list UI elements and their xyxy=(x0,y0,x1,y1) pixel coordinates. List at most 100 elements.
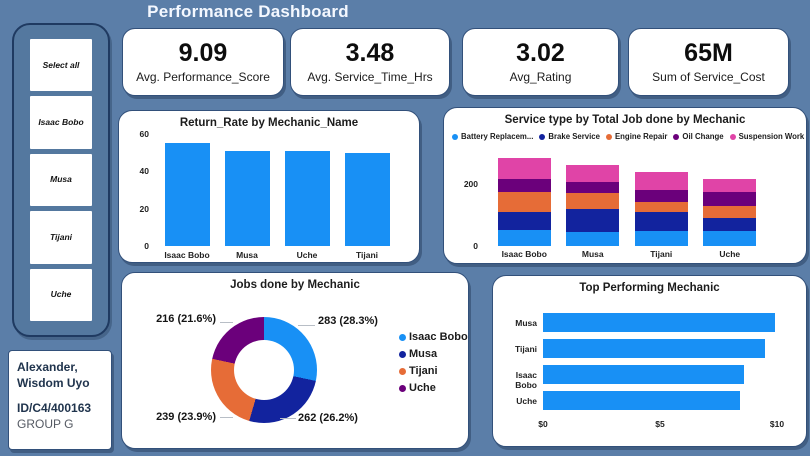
card-top-mechanic-chart: Top Performing Mechanic Musa Tijani Isaac … xyxy=(492,275,807,447)
legend-label: Tijani xyxy=(409,365,438,377)
bar-tijani[interactable] xyxy=(344,152,390,246)
slice-label-connector xyxy=(220,322,233,323)
slice-label-tijani: 239 (23.9%) xyxy=(156,411,216,423)
brake-service-legend-dot-icon xyxy=(539,133,546,140)
stacked-bar-tijani xyxy=(634,171,688,246)
donut-legend: Isaac Bobo Musa Tijani Uche xyxy=(399,331,468,394)
segment-brake-service[interactable] xyxy=(566,209,620,232)
slicer-button-musa[interactable]: Musa xyxy=(30,153,92,207)
slicer-button-tijani[interactable]: Tijani xyxy=(30,211,92,264)
bar-uche[interactable] xyxy=(284,150,330,246)
bar-uche[interactable] xyxy=(543,391,740,410)
y-axis-tick-label: 60 xyxy=(139,129,149,139)
legend-label: Battery Replacem... xyxy=(461,132,534,141)
return-rate-chart-title: Return_Rate by Mechanic_Name xyxy=(179,117,359,129)
y-axis-category-label: Isaac Bobo xyxy=(515,370,537,390)
segment-engine-repair[interactable] xyxy=(634,201,688,212)
card-jobs-donut-chart: Jobs done by Mechanic 283 (28.3%) 262 (26… xyxy=(121,272,469,449)
segment-oil-change[interactable] xyxy=(634,189,688,202)
segment-brake-service[interactable] xyxy=(634,211,688,231)
segment-battery-replacem[interactable] xyxy=(566,231,620,246)
segment-engine-repair[interactable] xyxy=(703,205,757,219)
battery-replacem-legend-dot-icon xyxy=(452,133,458,140)
segment-engine-repair[interactable] xyxy=(566,193,620,210)
segment-suspension-work[interactable] xyxy=(566,164,620,183)
segment-oil-change[interactable] xyxy=(566,182,620,194)
legend-item-suspension-work[interactable]: Suspension Work xyxy=(729,132,804,141)
bar-musa[interactable] xyxy=(543,313,775,332)
y-axis-category-label: Musa xyxy=(515,318,537,328)
segment-battery-replacem[interactable] xyxy=(634,230,688,246)
x-axis-tick-label: $5 xyxy=(655,419,665,429)
profile-name-line2: Wisdom Uyo xyxy=(17,375,90,390)
slice-label-connector xyxy=(298,325,315,326)
legend-item-brake-service[interactable]: Brake Service xyxy=(539,132,600,141)
y-axis-tick-label: 0 xyxy=(473,241,478,251)
x-axis-tick-label: $0 xyxy=(538,419,548,429)
y-axis-tick-label: 200 xyxy=(463,179,478,189)
legend-label: Engine Repair xyxy=(614,132,668,141)
y-axis-category-label: Uche xyxy=(516,396,537,406)
slicer-button-uche[interactable]: Uche xyxy=(30,268,92,322)
slice-label-connector xyxy=(280,418,296,419)
card-service-type-chart: Service type by Total Job done by Mechan… xyxy=(443,107,807,264)
musa-legend-dot-icon xyxy=(399,350,406,358)
kpi-card-avg-performance-score: 9.09 Avg. Performance_Score xyxy=(122,28,284,96)
donut-hole xyxy=(234,340,294,400)
service-type-chart-title: Service type by Total Job done by Mechan… xyxy=(504,114,746,126)
slicer-button-isaac-bobo[interactable]: Isaac Bobo xyxy=(30,96,92,149)
kpi-label: Avg. Performance_Score xyxy=(136,69,270,84)
legend-item-battery-replacem[interactable]: Battery Replacem... xyxy=(452,132,533,141)
bar-musa[interactable] xyxy=(224,150,270,246)
slicer-button-select-all[interactable]: Select all xyxy=(30,39,92,92)
segment-suspension-work[interactable] xyxy=(497,158,551,179)
kpi-label: Sum of Service_Cost xyxy=(652,69,765,84)
y-axis-tick-label: 40 xyxy=(139,166,149,177)
segment-suspension-work[interactable] xyxy=(703,179,757,193)
x-axis-category-label: Isaac Bobo xyxy=(164,250,210,260)
x-axis-category-label: Tijani xyxy=(355,250,379,260)
stacked-bar-uche xyxy=(703,179,757,246)
segment-engine-repair[interactable] xyxy=(497,192,551,212)
slice-label-musa: 262 (26.2%) xyxy=(298,412,358,424)
legend-label: Brake Service xyxy=(548,132,600,141)
segment-brake-service[interactable] xyxy=(497,211,551,230)
kpi-card-avg-rating: 3.02 Avg_Rating xyxy=(462,28,619,96)
top-mechanic-chart-title: Top Performing Mechanic xyxy=(579,282,720,294)
x-axis-category-label: Tijani xyxy=(650,249,673,259)
segment-battery-replacem[interactable] xyxy=(703,230,757,246)
legend-label: Oil Change xyxy=(682,132,724,141)
bar-isaac-bobo[interactable] xyxy=(164,143,210,246)
legend-item-oil-change[interactable]: Oil Change xyxy=(673,132,724,141)
service-type-legend: Battery Replacem... Brake Service Engine R… xyxy=(452,132,804,141)
bar-tijani[interactable] xyxy=(543,339,766,358)
mechanic-slicer: Select all Isaac Bobo Musa Tijani Uche xyxy=(12,23,110,337)
legend-label: Uche xyxy=(409,382,436,394)
x-axis-category-label: Uche xyxy=(296,250,318,260)
legend-item-musa[interactable]: Musa xyxy=(399,348,468,360)
legend-label: Isaac Bobo xyxy=(409,331,468,343)
jobs-donut-chart-title: Jobs done by Mechanic xyxy=(230,279,360,291)
legend-item-tijani[interactable]: Tijani xyxy=(399,365,468,377)
page-title: Performance Dashboard xyxy=(147,2,349,21)
stacked-bar-musa xyxy=(566,164,620,246)
legend-item-engine-repair[interactable]: Engine Repair xyxy=(605,132,668,141)
slice-label-connector xyxy=(220,417,233,418)
legend-item-uche[interactable]: Uche xyxy=(399,382,468,394)
segment-battery-replacem[interactable] xyxy=(497,229,551,246)
segment-brake-service[interactable] xyxy=(703,218,757,231)
x-axis-category-label: Uche xyxy=(719,249,741,259)
y-axis-category-label: Tijani xyxy=(514,344,537,354)
segment-oil-change[interactable] xyxy=(703,192,757,206)
kpi-value: 65M xyxy=(684,38,733,67)
profile-group: GROUP G xyxy=(17,417,74,432)
segment-oil-change[interactable] xyxy=(497,178,551,193)
isaac-bobo-legend-dot-icon xyxy=(399,333,406,341)
bar-isaac-bobo[interactable] xyxy=(543,365,745,384)
legend-item-isaac-bobo[interactable]: Isaac Bobo xyxy=(399,331,468,343)
y-axis-tick-label: 20 xyxy=(139,203,149,214)
uche-legend-dot-icon xyxy=(399,384,406,392)
segment-suspension-work[interactable] xyxy=(634,171,688,190)
kpi-value: 3.48 xyxy=(345,38,395,67)
